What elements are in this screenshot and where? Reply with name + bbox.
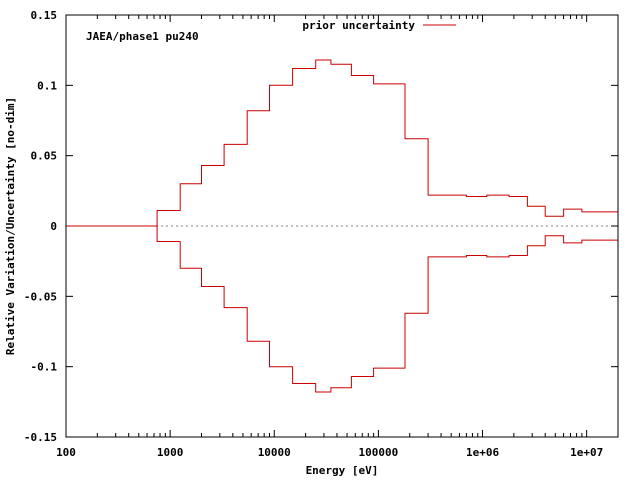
series-lower-step bbox=[66, 225, 618, 393]
y-axis-label: Relative Variation/Uncertainty [no-dim] bbox=[4, 97, 17, 355]
x-tick-label: 1e+07 bbox=[570, 446, 603, 459]
x-axis-label: Energy [eV] bbox=[306, 464, 379, 477]
plot-frame bbox=[65, 14, 619, 438]
y-tick-label: 0.15 bbox=[31, 9, 58, 22]
x-tick-label: 100 bbox=[56, 446, 76, 459]
x-tick-label: 100000 bbox=[359, 446, 399, 459]
chart-annotation: JAEA/phase1 pu240 bbox=[86, 30, 199, 43]
x-tick-label: 1e+06 bbox=[466, 446, 499, 459]
y-tick-label: -0.1 bbox=[31, 361, 58, 374]
y-tick-label: -0.15 bbox=[24, 431, 57, 444]
y-tick-label: 0.1 bbox=[37, 79, 57, 92]
legend-label: prior uncertainty bbox=[302, 19, 415, 32]
series-layer bbox=[66, 59, 618, 393]
y-tick-label: 0 bbox=[50, 220, 57, 233]
x-tick-label: 10000 bbox=[258, 446, 291, 459]
y-tick-label: -0.05 bbox=[24, 290, 57, 303]
y-tick-label: 0.05 bbox=[31, 150, 58, 163]
series-upper-step bbox=[66, 59, 618, 227]
x-tick-label: 1000 bbox=[157, 446, 184, 459]
